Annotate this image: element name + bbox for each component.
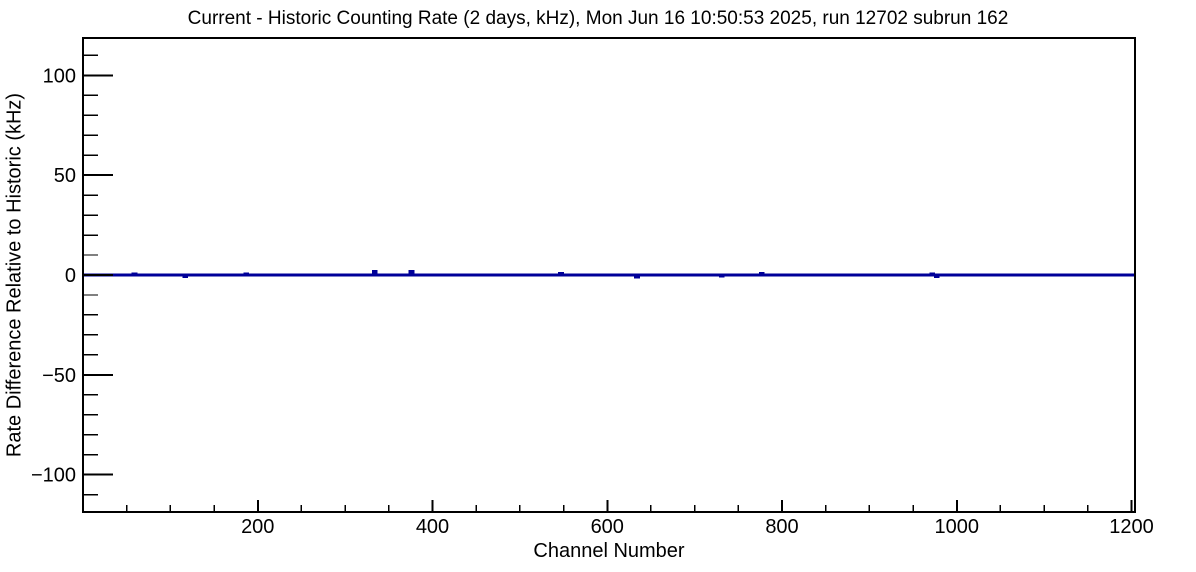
y-tick-label: 0: [65, 265, 76, 287]
x-tick-label: 1000: [935, 516, 980, 538]
y-tick-label: −100: [31, 465, 76, 487]
x-tick-label: 400: [416, 516, 449, 538]
data-series-line: [83, 269, 1135, 279]
y-tick-label: −50: [42, 365, 76, 387]
y-axis-title: Rate Difference Relative to Historic (kH…: [3, 92, 26, 458]
x-tick-label: 1200: [1109, 516, 1154, 538]
x-tick-label: 800: [765, 516, 798, 538]
x-tick-label: 600: [591, 516, 624, 538]
y-tick-label: 50: [54, 165, 76, 187]
x-axis-title: Channel Number: [533, 540, 685, 562]
y-tick-label: 100: [43, 65, 76, 87]
x-tick-label: 200: [241, 516, 274, 538]
chart-title: Current - Historic Counting Rate (2 days…: [187, 8, 1009, 29]
